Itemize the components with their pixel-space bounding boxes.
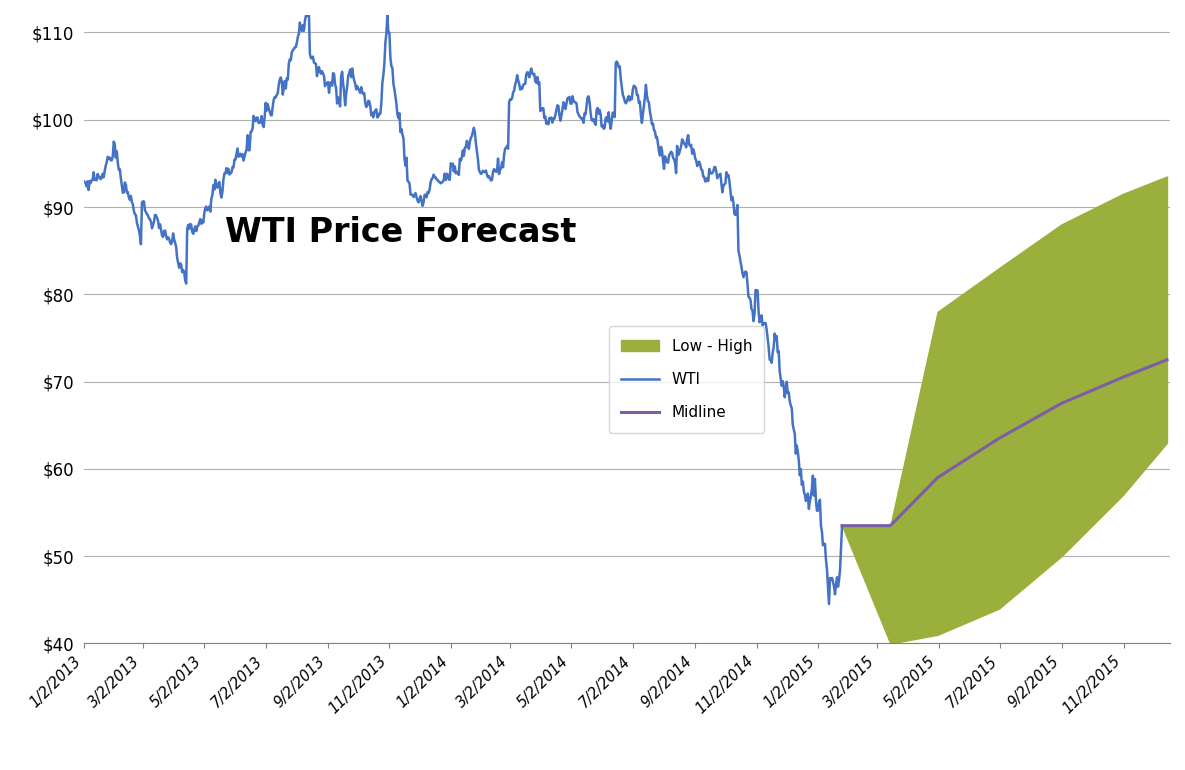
Text: WTI Price Forecast: WTI Price Forecast — [225, 216, 576, 249]
Legend: Low - High, WTI, Midline: Low - High, WTI, Midline — [609, 326, 764, 433]
